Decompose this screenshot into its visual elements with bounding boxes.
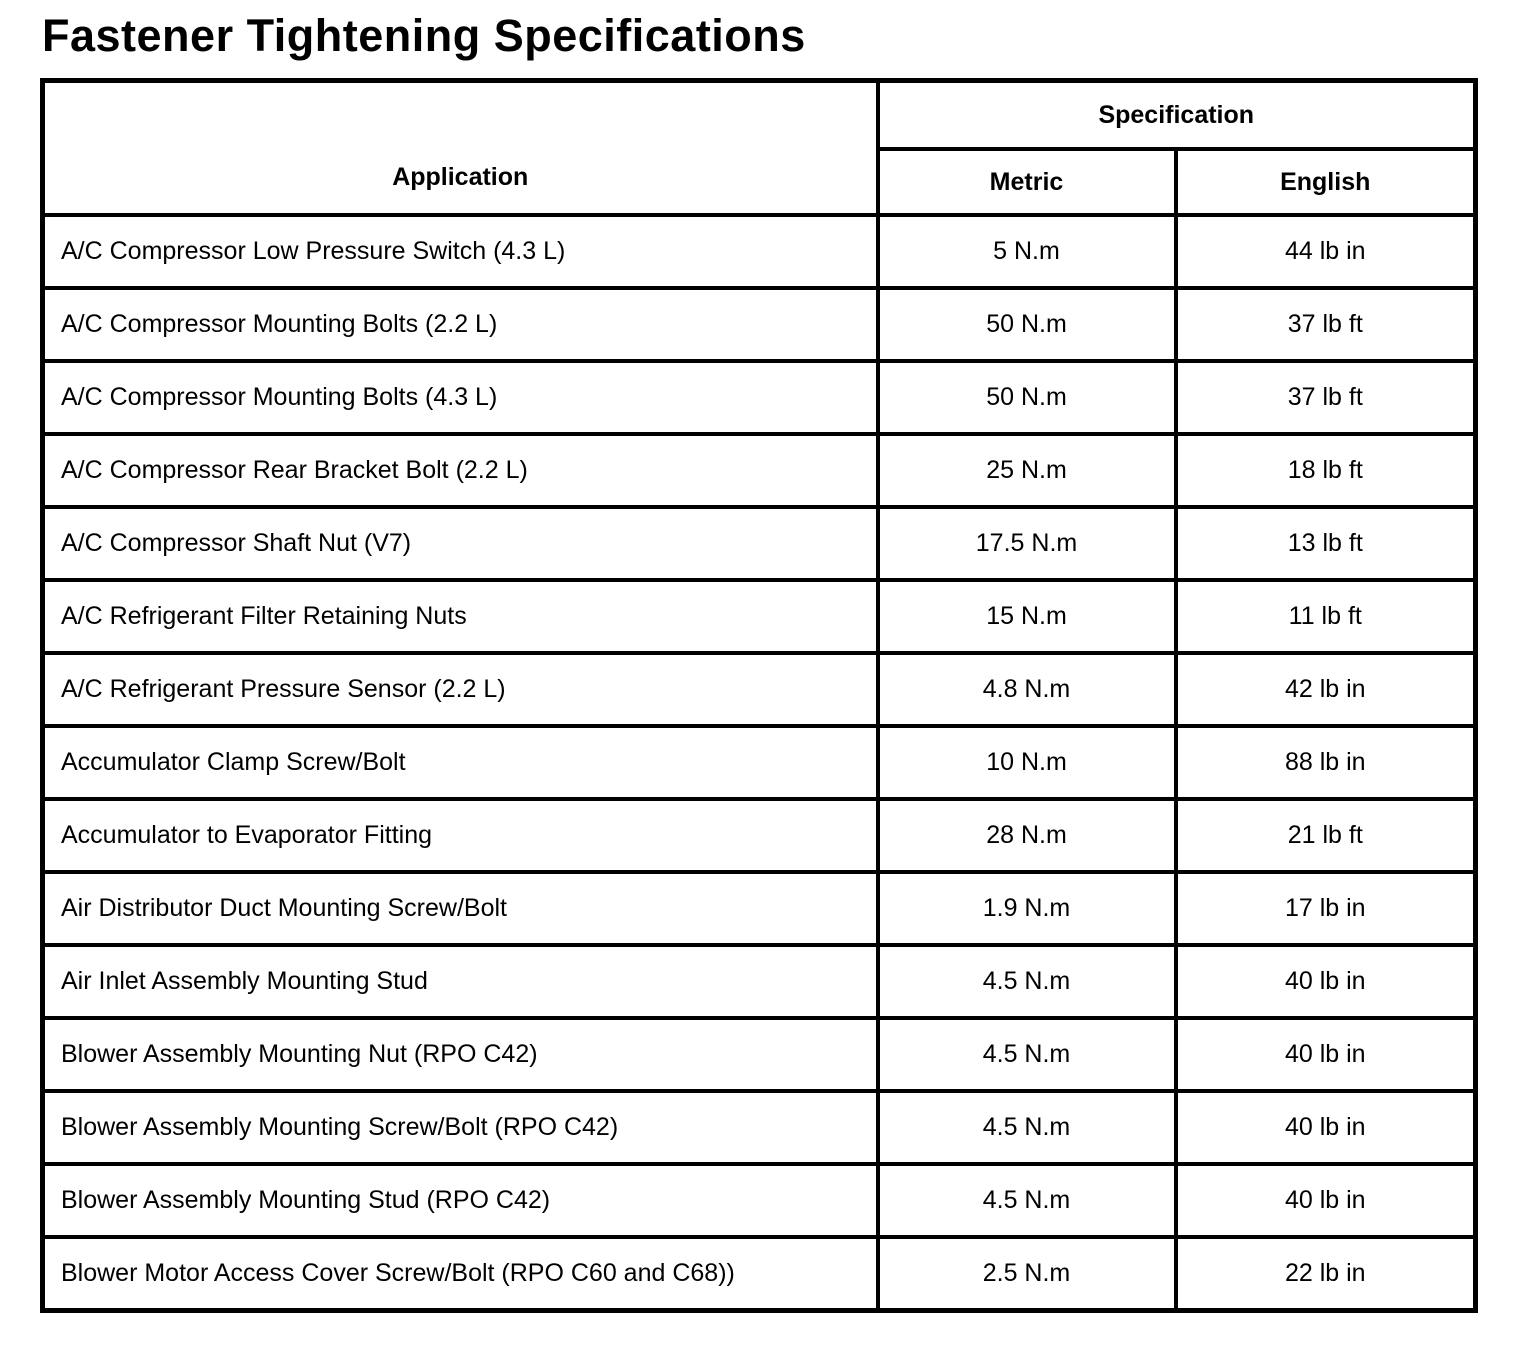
application-cell: Air Distributor Duct Mounting Screw/Bolt: [40, 870, 880, 947]
application-cell: Blower Motor Access Cover Screw/Bolt (RP…: [40, 1235, 880, 1313]
application-cell: A/C Refrigerant Pressure Sensor (2.2 L): [40, 651, 880, 728]
table-header: Application Specification Metric English: [40, 78, 1478, 217]
english-cell: 44 lb in: [1173, 213, 1478, 290]
application-cell: Blower Assembly Mounting Nut (RPO C42): [40, 1016, 880, 1093]
col-header-metric: Metric: [875, 147, 1178, 217]
table-row: A/C Refrigerant Filter Retaining Nuts 15…: [40, 578, 1478, 655]
application-cell: Accumulator to Evaporator Fitting: [40, 797, 880, 874]
application-cell: A/C Compressor Rear Bracket Bolt (2.2 L): [40, 432, 880, 509]
table-row: Air Distributor Duct Mounting Screw/Bolt…: [40, 870, 1478, 947]
english-cell: 42 lb in: [1173, 651, 1478, 728]
metric-cell: 50 N.m: [875, 359, 1178, 436]
metric-cell: 15 N.m: [875, 578, 1178, 655]
table-row: Blower Assembly Mounting Nut (RPO C42) 4…: [40, 1016, 1478, 1093]
application-cell: A/C Refrigerant Filter Retaining Nuts: [40, 578, 880, 655]
table-row: A/C Compressor Low Pressure Switch (4.3 …: [40, 213, 1478, 290]
header-row-units: Metric English: [43, 147, 1478, 217]
application-cell: A/C Compressor Mounting Bolts (4.3 L): [40, 359, 880, 436]
metric-cell: 50 N.m: [875, 286, 1178, 363]
english-cell: 37 lb ft: [1173, 286, 1478, 363]
metric-cell: 4.5 N.m: [875, 943, 1178, 1020]
metric-cell: 25 N.m: [875, 432, 1178, 509]
table-row: Blower Assembly Mounting Screw/Bolt (RPO…: [40, 1089, 1478, 1166]
application-cell: Blower Assembly Mounting Stud (RPO C42): [40, 1162, 880, 1239]
english-cell: 21 lb ft: [1173, 797, 1478, 874]
metric-cell: 4.5 N.m: [875, 1162, 1178, 1239]
english-cell: 88 lb in: [1173, 724, 1478, 801]
header-row-specification: Application Specification: [40, 78, 1478, 217]
table-row: Air Inlet Assembly Mounting Stud 4.5 N.m…: [40, 943, 1478, 1020]
english-cell: 22 lb in: [1173, 1235, 1478, 1313]
english-cell: 40 lb in: [1173, 1089, 1478, 1166]
metric-cell: 1.9 N.m: [875, 870, 1178, 947]
table-row: Accumulator to Evaporator Fitting 28 N.m…: [40, 797, 1478, 874]
table-row: A/C Compressor Rear Bracket Bolt (2.2 L)…: [40, 432, 1478, 509]
english-cell: 40 lb in: [1173, 943, 1478, 1020]
metric-cell: 17.5 N.m: [875, 505, 1178, 582]
table-row: Blower Motor Access Cover Screw/Bolt (RP…: [40, 1235, 1478, 1313]
english-cell: 40 lb in: [1173, 1016, 1478, 1093]
metric-cell: 2.5 N.m: [875, 1235, 1178, 1313]
metric-cell: 4.5 N.m: [875, 1016, 1178, 1093]
table-body: A/C Compressor Low Pressure Switch (4.3 …: [40, 213, 1478, 1313]
table-row: Blower Assembly Mounting Stud (RPO C42) …: [40, 1162, 1478, 1239]
table-row: A/C Compressor Mounting Bolts (4.3 L) 50…: [40, 359, 1478, 436]
table-row: A/C Compressor Shaft Nut (V7) 17.5 N.m 1…: [40, 505, 1478, 582]
metric-cell: 4.8 N.m: [875, 651, 1178, 728]
english-cell: 37 lb ft: [1173, 359, 1478, 436]
application-cell: A/C Compressor Shaft Nut (V7): [40, 505, 880, 582]
application-cell: A/C Compressor Mounting Bolts (2.2 L): [40, 286, 880, 363]
application-cell: A/C Compressor Low Pressure Switch (4.3 …: [40, 213, 880, 290]
metric-cell: 10 N.m: [875, 724, 1178, 801]
english-cell: 13 lb ft: [1173, 505, 1478, 582]
english-cell: 40 lb in: [1173, 1162, 1478, 1239]
english-cell: 11 lb ft: [1173, 578, 1478, 655]
table-row: Accumulator Clamp Screw/Bolt 10 N.m 88 l…: [40, 724, 1478, 801]
table-row: A/C Compressor Mounting Bolts (2.2 L) 50…: [40, 286, 1478, 363]
english-cell: 18 lb ft: [1173, 432, 1478, 509]
fastener-specs-table: Application Specification Metric English…: [40, 78, 1478, 1313]
col-header-english: English: [1173, 147, 1478, 217]
col-header-specification: Specification: [875, 78, 1478, 151]
metric-cell: 4.5 N.m: [875, 1089, 1178, 1166]
table-row: A/C Refrigerant Pressure Sensor (2.2 L) …: [40, 651, 1478, 728]
application-cell: Accumulator Clamp Screw/Bolt: [40, 724, 880, 801]
metric-cell: 28 N.m: [875, 797, 1178, 874]
application-cell: Blower Assembly Mounting Screw/Bolt (RPO…: [40, 1089, 880, 1166]
metric-cell: 5 N.m: [875, 213, 1178, 290]
application-cell: Air Inlet Assembly Mounting Stud: [40, 943, 880, 1020]
page-title: Fastener Tightening Specifications: [42, 10, 806, 61]
col-header-application: Application: [40, 78, 880, 217]
english-cell: 17 lb in: [1173, 870, 1478, 947]
